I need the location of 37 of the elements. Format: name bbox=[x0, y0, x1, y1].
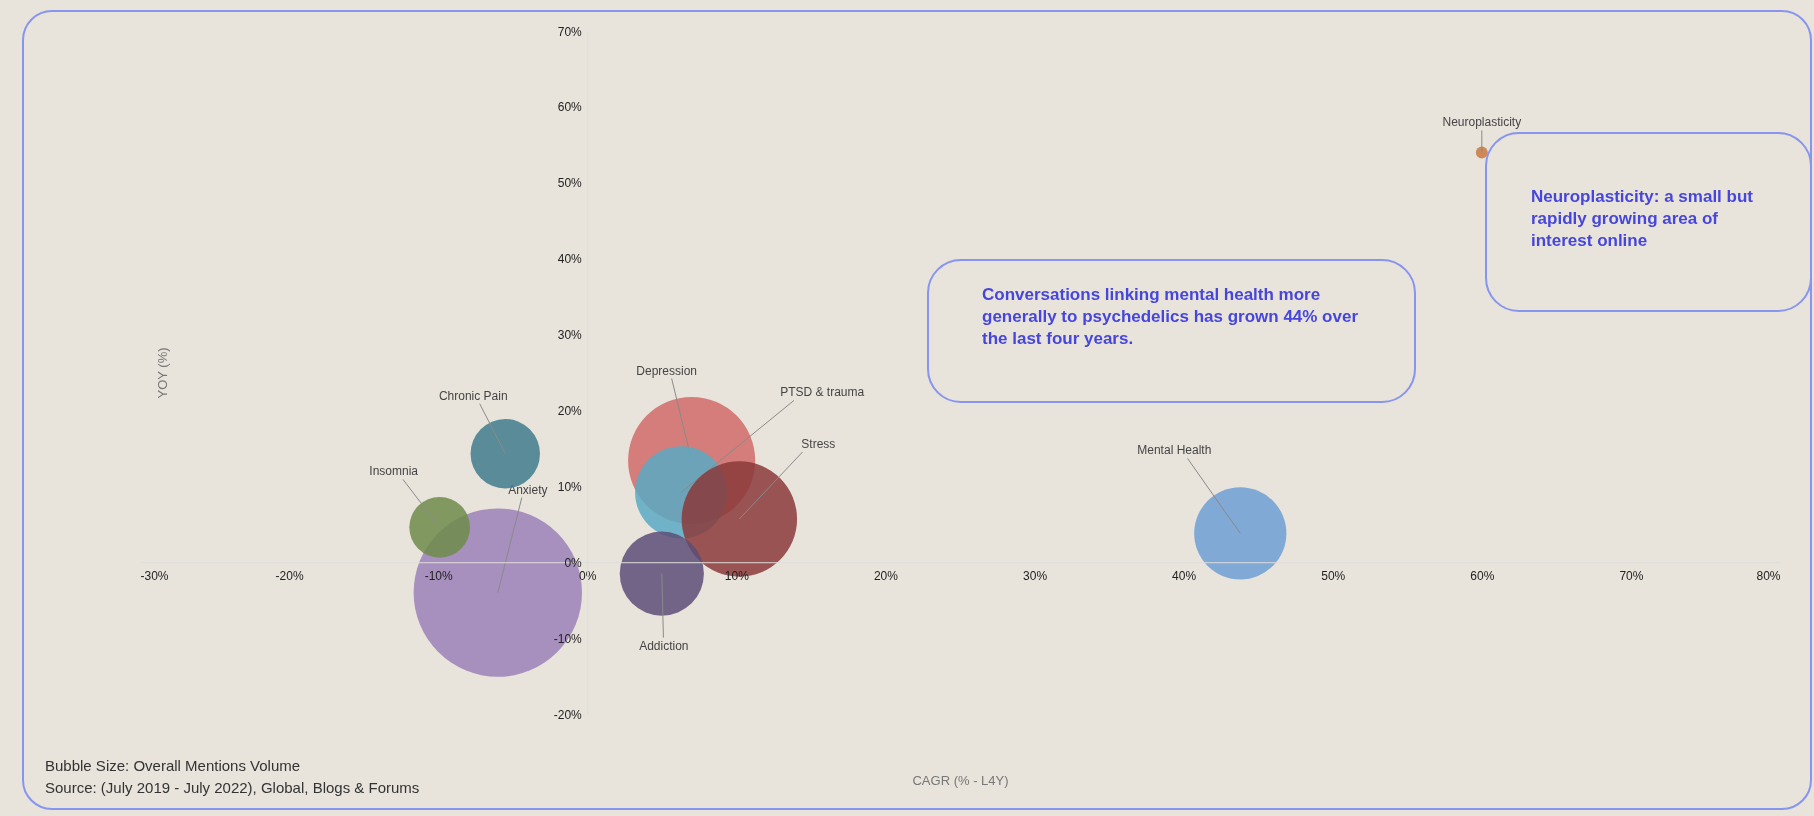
x-tick-label: 10% bbox=[724, 568, 750, 583]
y-axis-title: YOY (%) bbox=[155, 347, 171, 399]
y-tick-label: -20% bbox=[553, 707, 583, 722]
text: Neuroplasticity bbox=[1442, 115, 1522, 130]
source-note: Source: (July 2019 - July 2022), Global, Blogs & Forums bbox=[45, 779, 420, 796]
text: Addiction bbox=[639, 638, 689, 653]
x-tick-label: -10% bbox=[424, 568, 454, 583]
text: PTSD & trauma bbox=[780, 385, 865, 400]
series-label: Insomnia bbox=[369, 464, 419, 479]
x-tick-label: 30% bbox=[1023, 568, 1048, 583]
x-tick-label: 0% bbox=[579, 568, 597, 583]
y-tick-label: 70% bbox=[557, 24, 583, 39]
x-tick-label: 70% bbox=[1619, 568, 1644, 583]
annotation: Neuroplasticity: a small but rapidly growing area of interest online bbox=[1531, 186, 1754, 252]
x-tick-label: -20% bbox=[275, 568, 304, 583]
y-tick-label: 20% bbox=[557, 403, 583, 418]
y-tick-label: 0% bbox=[564, 555, 583, 570]
y-tick-label: 50% bbox=[557, 176, 583, 191]
text: Mental Health bbox=[1137, 443, 1212, 458]
x-tick-label: 40% bbox=[1172, 568, 1197, 583]
series-label: Chronic Pain bbox=[438, 388, 508, 403]
x-axis-title: CAGR (% - L4Y) bbox=[912, 772, 1009, 788]
y-tick-label: 40% bbox=[557, 252, 583, 267]
series-label: Anxiety bbox=[508, 482, 548, 497]
series-label: Depression bbox=[636, 363, 697, 378]
y-tick-label: 10% bbox=[557, 479, 583, 494]
text: Stress bbox=[801, 436, 836, 451]
x-tick-label: 20% bbox=[873, 568, 899, 583]
x-tick-label: 50% bbox=[1321, 568, 1346, 583]
text: Bubble Size: Overall Mentions Volume bbox=[45, 757, 301, 774]
y-tick-label: 60% bbox=[557, 100, 583, 115]
x-tick-label: 60% bbox=[1470, 568, 1495, 583]
x-tick-label: -30% bbox=[140, 568, 169, 583]
x-tick-label: 80% bbox=[1756, 568, 1781, 583]
annotation: Conversations linking mental health more generally to psychedelics has grown 44% over the last four years. bbox=[982, 284, 1360, 350]
y-tick-label: 30% bbox=[557, 328, 583, 343]
y-tick-label: -10% bbox=[553, 631, 583, 646]
